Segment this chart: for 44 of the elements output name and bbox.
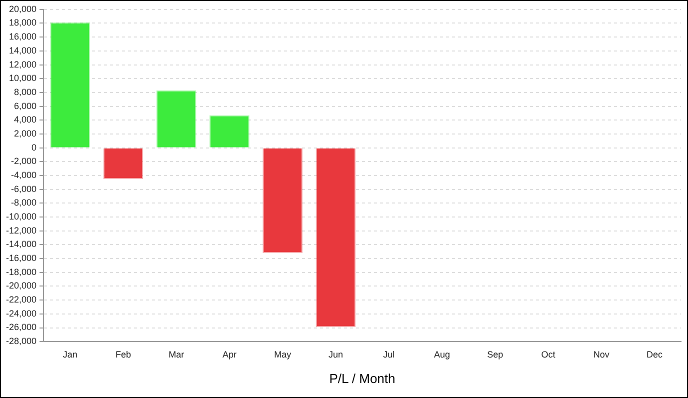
bar [210, 115, 250, 148]
y-tick-label: 4,000 [14, 114, 37, 125]
x-tick-label: Mar [168, 349, 184, 360]
y-tick-label: -12,000 [6, 225, 37, 236]
x-tick-label: May [274, 349, 292, 360]
y-tick-label: -26,000 [6, 322, 37, 332]
y-tick-label: 20,000 [8, 4, 37, 14]
x-tick-label: Sep [487, 349, 504, 360]
bar [156, 90, 196, 148]
bar [262, 148, 302, 254]
y-tick-label: -8,000 [10, 198, 37, 208]
y-tick-label: 10,000 [8, 73, 37, 84]
x-tick-label: Jan [62, 349, 78, 360]
y-tick-label: 8,000 [14, 86, 37, 97]
y-tick-label: 16,000 [8, 32, 37, 42]
y-tick-label: -14,000 [6, 239, 37, 250]
y-tick-label: 6,000 [14, 100, 37, 111]
x-tick-label: Oct [541, 349, 556, 360]
bar [103, 148, 144, 179]
y-tick-label: -20,000 [6, 280, 37, 291]
y-tick-label: -22,000 [6, 294, 37, 305]
y-tick-label: 0 [32, 142, 37, 152]
bar [50, 22, 90, 148]
y-tick-label: -10,000 [6, 212, 37, 222]
y-tick-label: 18,000 [8, 18, 37, 28]
y-tick-label: 14,000 [8, 45, 37, 56]
y-tick-label: -6,000 [10, 184, 37, 194]
y-tick-label: -4,000 [10, 170, 37, 180]
y-tick-label: 12,000 [8, 59, 37, 70]
x-tick-label: Apr [222, 349, 236, 360]
y-tick-label: -18,000 [6, 266, 37, 277]
y-tick-label: -16,000 [6, 253, 37, 264]
x-tick-label: Dec [646, 349, 663, 360]
bar [316, 148, 356, 328]
x-tick-label: Aug [434, 349, 450, 360]
y-tick-label: -2,000 [10, 156, 37, 166]
x-axis-title: P/L / Month [329, 370, 396, 386]
y-tick-label: 2,000 [14, 128, 37, 138]
x-tick-label: Feb [115, 349, 131, 360]
x-tick-label: Jul [383, 349, 395, 360]
x-tick-label: Jun [328, 349, 343, 360]
x-tick-label: Nov [593, 349, 610, 360]
y-tick-label: -28,000 [6, 336, 37, 346]
y-tick-label: -24,000 [6, 308, 37, 318]
